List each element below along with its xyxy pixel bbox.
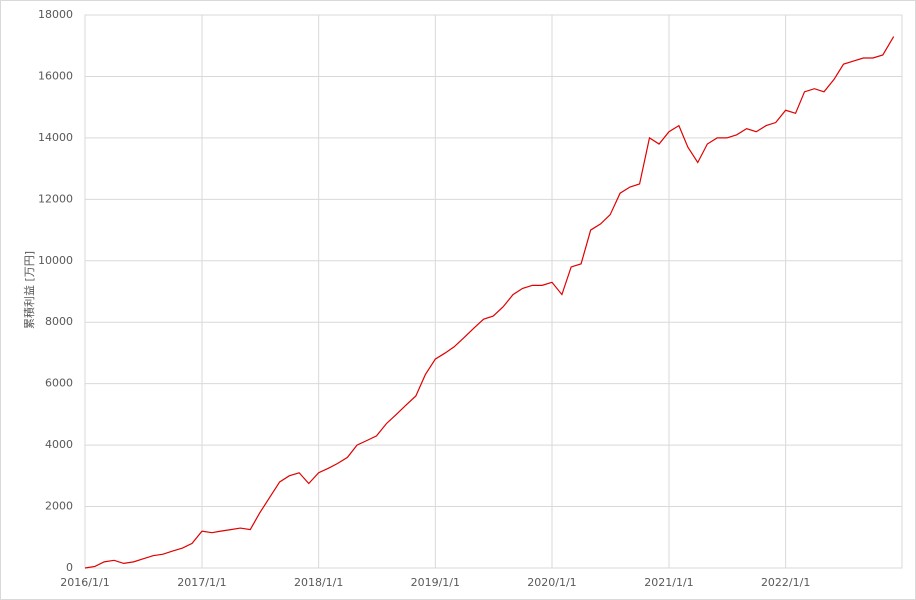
- y-tick-label: 16000: [38, 69, 73, 82]
- x-tick-label: 2019/1/1: [411, 576, 460, 589]
- y-tick-label: 6000: [45, 377, 73, 390]
- y-tick-label: 12000: [38, 192, 73, 205]
- x-tick-label: 2020/1/1: [527, 576, 576, 589]
- y-tick-label: 14000: [38, 131, 73, 144]
- x-tick-label: 2022/1/1: [761, 576, 810, 589]
- x-tick-label: 2017/1/1: [177, 576, 226, 589]
- data-line: [84, 36, 895, 569]
- y-tick-label: 10000: [38, 254, 73, 267]
- y-tick-label: 0: [66, 561, 73, 574]
- y-tick-label: 4000: [45, 438, 73, 451]
- x-tick-label: 2021/1/1: [644, 576, 693, 589]
- y-tick-label: 2000: [45, 500, 73, 513]
- plot-area: [84, 14, 903, 569]
- y-tick-label: 18000: [38, 8, 73, 21]
- x-tick-label: 2016/1/1: [60, 576, 109, 589]
- x-tick-label: 2018/1/1: [294, 576, 343, 589]
- y-tick-label: 8000: [45, 315, 73, 328]
- y-axis-label: 累積利益 [万円]: [22, 251, 36, 329]
